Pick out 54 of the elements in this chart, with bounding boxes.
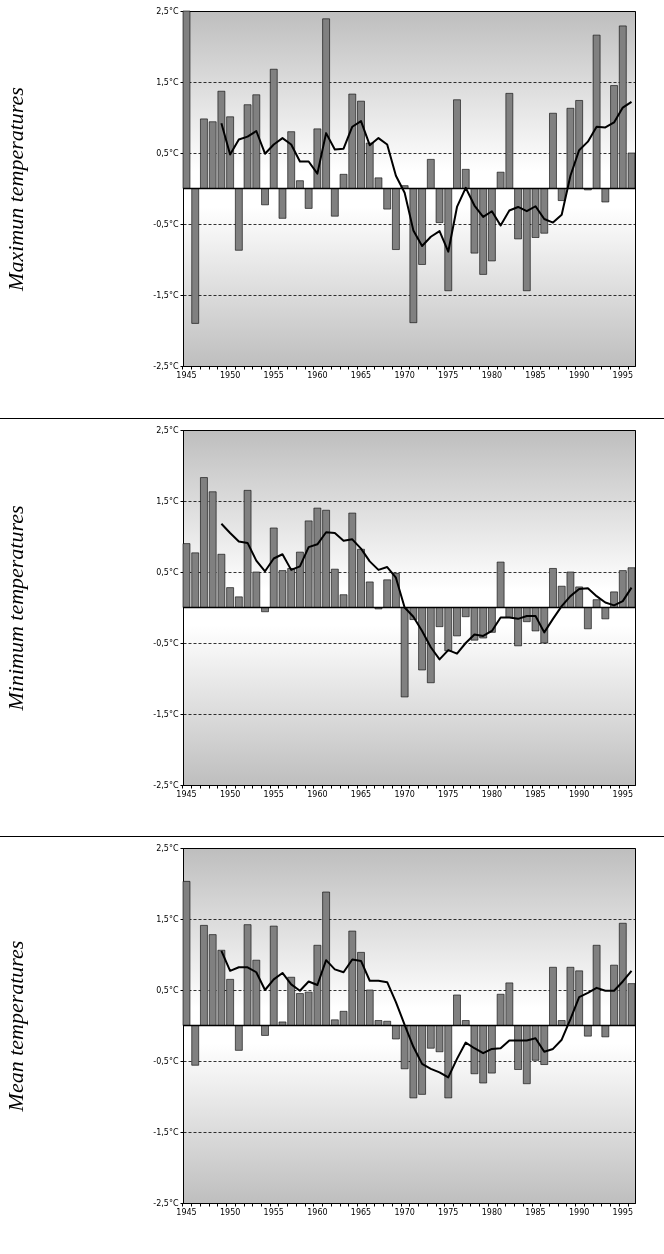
y-tick-label: -2,5°C xyxy=(153,1198,179,1208)
x-tick-label: 1990 xyxy=(568,789,590,799)
x-tick-label: 1970 xyxy=(394,1207,415,1217)
y-axis-title: Mean temperatures xyxy=(3,940,29,1113)
x-tick-label: 1955 xyxy=(263,1207,284,1217)
y-tick-label: 2,5°C xyxy=(156,843,179,853)
x-tick-label: 1980 xyxy=(481,789,503,799)
x-tick-label: 1945 xyxy=(176,1207,197,1217)
y-axis-title: Maximun temperatures xyxy=(3,87,29,292)
x-tick-label: 1945 xyxy=(176,789,197,799)
y-tick-label: -2,5°C xyxy=(153,361,179,371)
x-tick-label: 1970 xyxy=(394,370,415,380)
x-tick-label: 1965 xyxy=(350,370,372,380)
y-tick-label: 2,5°C xyxy=(156,425,179,435)
x-tick-label: 1980 xyxy=(481,1207,503,1217)
x-tick-label: 1955 xyxy=(263,789,284,799)
x-tick-label: 1990 xyxy=(568,1207,590,1217)
y-tick-label: -0,5°C xyxy=(153,219,179,229)
y-tick-label: 1,5°C xyxy=(156,914,179,924)
y-tick-label: 1,5°C xyxy=(156,496,179,506)
x-tick-label: 1965 xyxy=(350,1207,372,1217)
x-tick-label: 1960 xyxy=(307,1207,328,1217)
x-tick-label: 1965 xyxy=(350,789,372,799)
y-tick-label: -0,5°C xyxy=(153,1056,179,1066)
x-tick-label: 1985 xyxy=(525,789,546,799)
x-tick-label: 1970 xyxy=(394,789,415,799)
x-tick-label: 1950 xyxy=(219,370,241,380)
y-tick-label: 0,5°C xyxy=(156,148,179,158)
x-tick-label: 1995 xyxy=(612,370,633,380)
x-tick-label: 1950 xyxy=(219,1207,241,1217)
x-tick-label: 1955 xyxy=(263,370,284,380)
x-tick-label: 1960 xyxy=(307,370,328,380)
y-tick-label: -2,5°C xyxy=(153,780,179,790)
x-tick-label: 1995 xyxy=(612,1207,633,1217)
x-tick-label: 1960 xyxy=(307,789,328,799)
x-tick-label: 1980 xyxy=(481,370,503,380)
y-tick-label: -0,5°C xyxy=(153,638,179,648)
y-tick-label: -1,5°C xyxy=(153,1127,179,1137)
y-tick-label: -1,5°C xyxy=(153,290,179,300)
x-tick-label: 1985 xyxy=(525,370,546,380)
y-axis-title: Minimum temperatures xyxy=(3,505,29,712)
y-tick-label: -1,5°C xyxy=(153,709,179,719)
y-tick-label: 0,5°C xyxy=(156,985,179,995)
x-tick-label: 1985 xyxy=(525,1207,546,1217)
y-tick-label: 0,5°C xyxy=(156,567,179,577)
y-tick-label: 2,5°C xyxy=(156,6,179,16)
x-tick-label: 1995 xyxy=(612,789,633,799)
y-tick-label: 1,5°C xyxy=(156,77,179,87)
x-tick-label: 1975 xyxy=(438,1207,459,1217)
x-tick-label: 1975 xyxy=(438,370,459,380)
x-tick-label: 1950 xyxy=(219,789,241,799)
x-tick-label: 1990 xyxy=(568,370,590,380)
x-tick-label: 1945 xyxy=(176,370,197,380)
x-tick-label: 1975 xyxy=(438,789,459,799)
